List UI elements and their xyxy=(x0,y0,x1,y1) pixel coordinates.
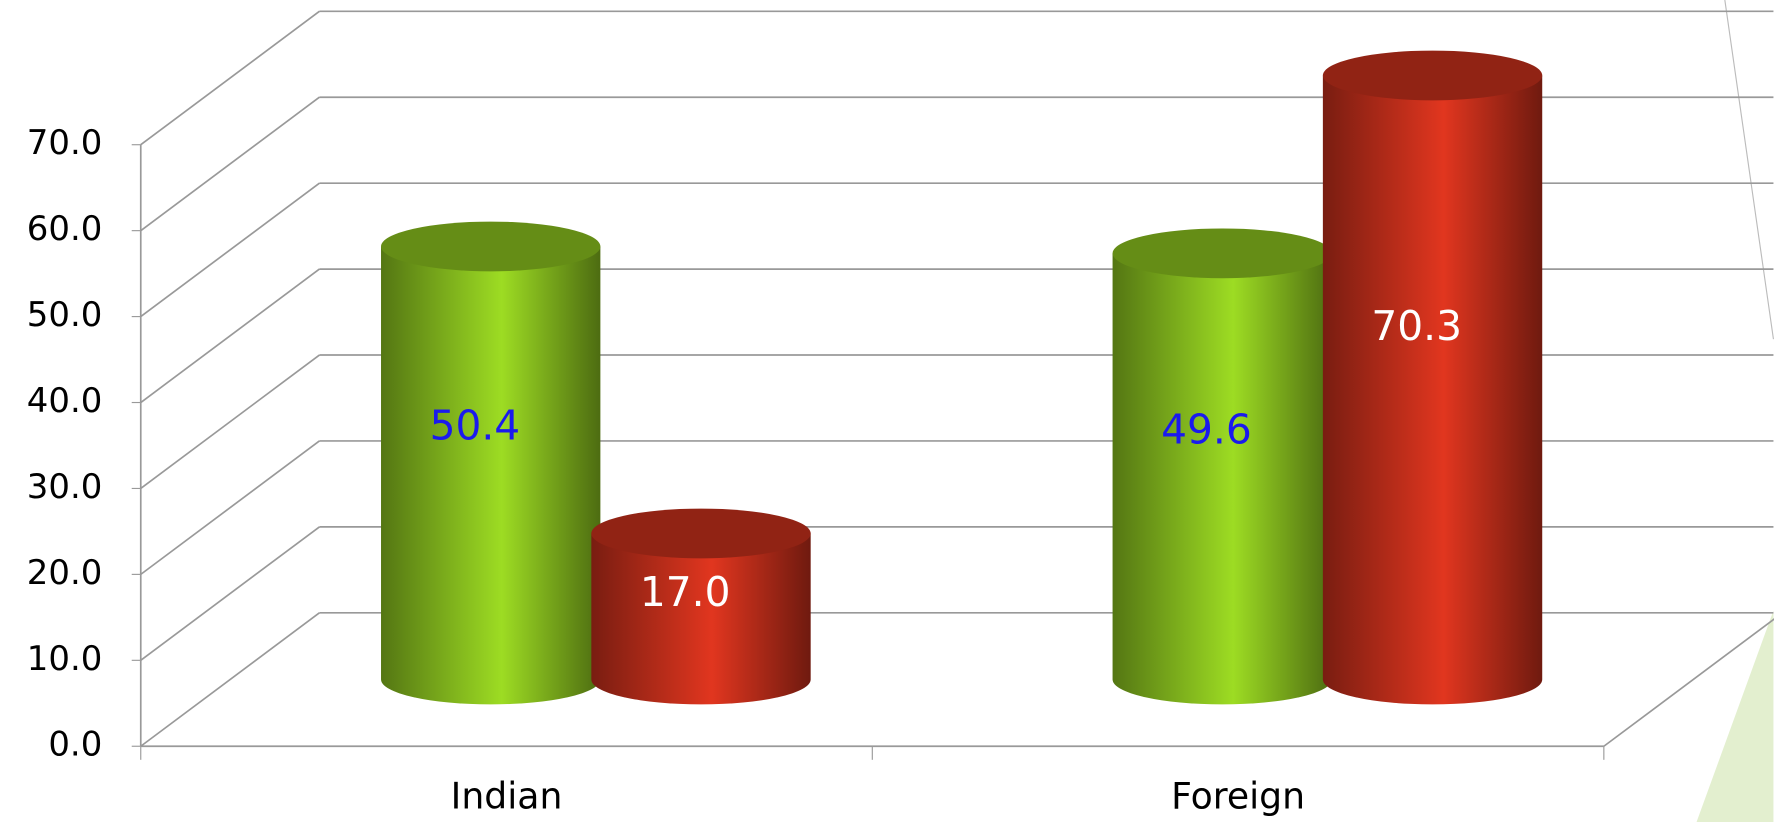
grid-line xyxy=(140,268,320,404)
axis xyxy=(1603,618,1774,747)
data-label: 50.4 xyxy=(430,401,521,449)
bar-top xyxy=(381,221,601,272)
data-label: 70.3 xyxy=(1371,302,1462,350)
y-tick-label: 20.0 xyxy=(27,553,102,592)
decoration xyxy=(1696,610,1774,822)
grid-line xyxy=(140,10,320,146)
y-tick-label: 40.0 xyxy=(27,381,102,420)
y-tick-label: 50.0 xyxy=(27,295,102,334)
y-tick-label: 10.0 xyxy=(27,639,102,678)
bar-top xyxy=(1322,50,1543,101)
y-tick-label: 60.0 xyxy=(27,209,102,248)
bar xyxy=(381,246,601,705)
x-tick-label: Indian xyxy=(451,774,563,817)
grid-line xyxy=(140,612,320,747)
bar-top xyxy=(1112,228,1332,279)
decoration xyxy=(1724,0,1774,340)
grid-line xyxy=(140,96,320,232)
bar xyxy=(1322,75,1543,705)
y-tick-label: 70.0 xyxy=(27,123,102,162)
bar xyxy=(1112,253,1332,705)
data-label: 17.0 xyxy=(640,568,731,616)
data-label: 49.6 xyxy=(1161,405,1252,453)
bar xyxy=(591,533,811,705)
x-tick-label: Foreign xyxy=(1171,774,1305,817)
y-tick-label: 30.0 xyxy=(27,467,102,506)
bar-top xyxy=(591,508,811,559)
grid-line xyxy=(140,526,320,661)
grid-line xyxy=(140,440,320,576)
y-tick-label: 0.0 xyxy=(48,725,102,764)
grid-line xyxy=(140,182,320,318)
grid-line xyxy=(140,354,320,490)
